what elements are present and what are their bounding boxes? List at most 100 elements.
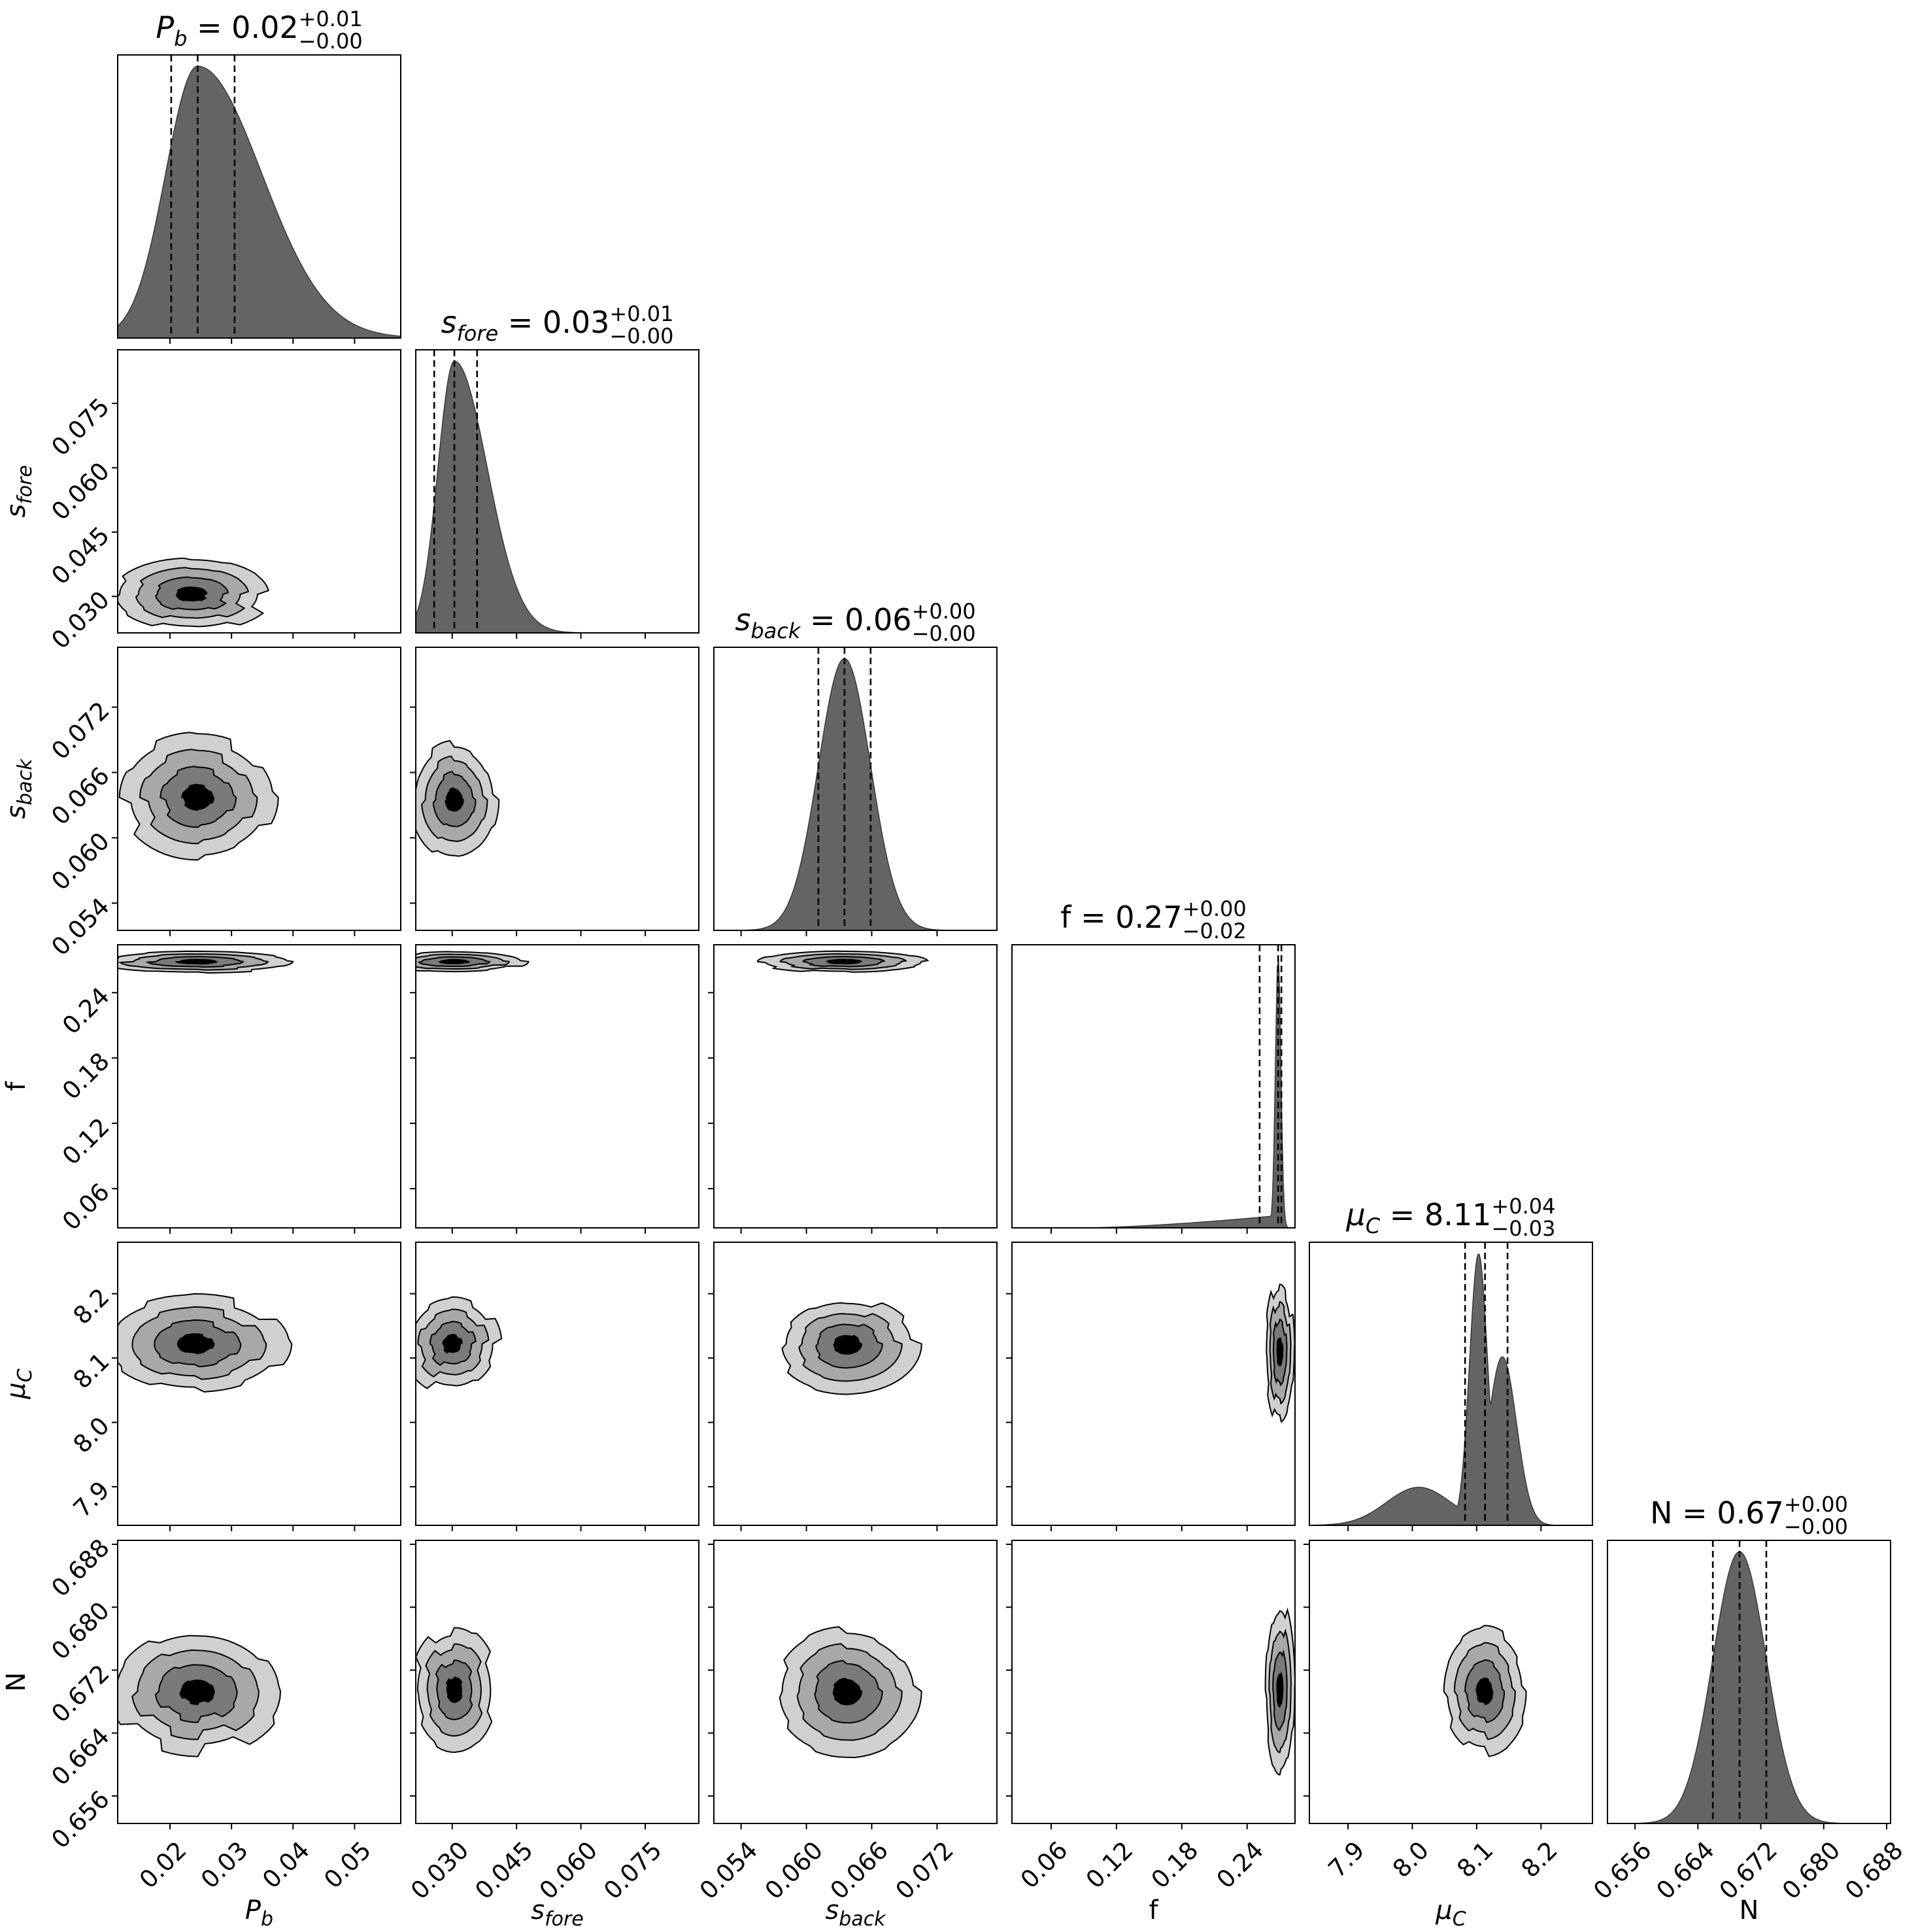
contour-panel-sback-muC (781, 1302, 922, 1395)
y-tick-label-f: 0.18 (57, 1047, 115, 1106)
axis-label-f: f (1149, 1895, 1158, 1925)
panel-title-Pb: Pb = 0.02+0.01 (156, 7, 362, 51)
title-symbol: N (1650, 1495, 1672, 1531)
axis-label-symbol: f (1149, 1895, 1158, 1925)
title-err-plus: +0.00 (1784, 1492, 1848, 1517)
title-subscript: back (750, 619, 801, 643)
contour-level-4 (438, 958, 470, 964)
panel-title-err-minus-muC: −0.03 (1491, 1216, 1555, 1241)
y-tick-label-sfore: 0.075 (46, 392, 114, 461)
y-tick-label-sback: 0.066 (46, 762, 114, 830)
title-symbol: P (156, 10, 174, 45)
panel-frame-sfore-muC (415, 1242, 699, 1526)
hist-panel-N (1607, 1540, 1891, 1824)
panel-frame-sfore-sback (415, 647, 699, 931)
y-tick-label-N: 0.656 (46, 1785, 114, 1854)
contour-panel-sfore-f (416, 951, 530, 972)
x-tick-label-N: 0.680 (1777, 1836, 1845, 1905)
x-tick-label-muC: 7.9 (1323, 1836, 1370, 1883)
panel-frame-sfore-f (415, 944, 699, 1229)
y-tick-label-sback: 0.054 (46, 892, 114, 961)
x-tick-label-Pb: 0.02 (134, 1836, 192, 1894)
title-value: = 0.03 (498, 305, 609, 340)
axis-label-sback: sback (825, 1895, 886, 1931)
axis-label-N: N (1, 1672, 31, 1692)
title-symbol: s (735, 602, 750, 637)
x-tick-label-sfore: 0.045 (469, 1836, 538, 1905)
contour-panel-Pb-muC (118, 1293, 293, 1393)
title-symbol: μ (1346, 1197, 1366, 1232)
axis-label-f: f (1, 1081, 31, 1091)
x-tick-label-sback: 0.072 (890, 1836, 959, 1905)
panel-title-err-minus-Pb: −0.00 (299, 29, 363, 54)
hist-f (1012, 958, 1295, 1229)
axis-label-symbol: μ (1435, 1895, 1452, 1925)
x-tick-label-sfore: 0.060 (534, 1836, 603, 1905)
panel-frame-sback-muC (713, 1242, 998, 1526)
panel-title-N: N = 0.67+0.00 (1650, 1492, 1848, 1531)
y-tick-label-muC: 7.9 (68, 1476, 115, 1523)
y-tick-label-f: 0.24 (57, 982, 115, 1040)
y-tick-label-muC: 8.0 (68, 1412, 115, 1459)
contour-panel-f-muC (1266, 1283, 1295, 1423)
title-subscript: C (1366, 1213, 1381, 1238)
contour-level-4 (446, 1676, 463, 1703)
panel-title-err-minus-sback: −0.00 (912, 621, 976, 646)
x-tick-label-N: 0.672 (1714, 1836, 1783, 1905)
panel-frame-muC-N (1309, 1540, 1593, 1824)
title-value: = 0.02 (187, 10, 298, 45)
contour-level-4 (832, 1678, 863, 1706)
y-tick-label-sfore: 0.030 (46, 586, 114, 654)
panel-title-err-minus-N: −0.00 (1784, 1514, 1848, 1539)
x-tick-label-N: 0.688 (1840, 1836, 1908, 1905)
panel-frame-Pb-muC (117, 1242, 401, 1526)
y-tick-label-sfore: 0.045 (46, 521, 114, 590)
title-err-plus: +0.01 (299, 7, 363, 31)
title-symbol: f (1060, 900, 1072, 935)
axis-label-symbol: s (1, 805, 31, 819)
x-tick-label-sfore: 0.075 (598, 1836, 667, 1905)
contour-panel-sback-N (779, 1626, 922, 1759)
x-tick-label-N: 0.664 (1651, 1836, 1720, 1905)
axis-label-symbol: s (1, 504, 31, 518)
panel-frame-diag-N (1607, 1540, 1891, 1824)
axis-label-subscript: back (839, 1908, 886, 1931)
y-tick-label-N: 0.688 (46, 1533, 114, 1602)
hist-Pb (117, 65, 401, 339)
y-tick-label-f: 0.12 (57, 1113, 115, 1171)
y-tick-label-N: 0.672 (46, 1659, 114, 1728)
axis-label-N: N (1740, 1895, 1759, 1925)
title-err-plus: +0.00 (912, 599, 976, 624)
contour-panel-Pb-N (118, 1635, 282, 1757)
title-value: = 0.27 (1071, 900, 1182, 935)
x-tick-label-Pb: 0.05 (318, 1836, 377, 1894)
x-tick-label-muC: 8.1 (1451, 1836, 1498, 1883)
x-tick-label-f: 0.24 (1211, 1836, 1270, 1894)
panel-frame-sfore-N (415, 1540, 699, 1824)
hist-N (1607, 1551, 1891, 1824)
x-tick-label-sfore: 0.030 (405, 1836, 474, 1905)
contour-level-4 (442, 1334, 463, 1354)
x-tick-label-f: 0.18 (1146, 1836, 1204, 1894)
axis-label-symbol: s (825, 1895, 839, 1925)
x-tick-label-Pb: 0.04 (257, 1836, 315, 1894)
y-tick-label-N: 0.680 (46, 1597, 114, 1665)
x-tick-label-muC: 8.0 (1387, 1836, 1434, 1883)
contour-panel-Pb-sback (118, 732, 279, 861)
y-tick-label-muC: 8.1 (68, 1347, 115, 1395)
contour-panel-muC-N (1443, 1625, 1527, 1757)
x-tick-label-sback: 0.054 (694, 1836, 763, 1905)
panel-title-f: f = 0.27+0.00 (1060, 896, 1246, 935)
title-err-plus: +0.04 (1491, 1194, 1555, 1219)
axis-label-symbol: s (531, 1895, 545, 1925)
hist-panel-muC (1309, 1242, 1592, 1526)
axis-label-sback: sback (1, 758, 37, 819)
contour-level-4 (1475, 1677, 1494, 1705)
axis-label-subscript: fore (545, 1908, 584, 1931)
panel-frame-Pb-sback (117, 647, 401, 931)
panel-frame-sback-N (713, 1540, 998, 1824)
y-tick-label-f: 0.06 (57, 1178, 115, 1236)
panel-frame-Pb-N (117, 1540, 401, 1824)
x-tick-label-sback: 0.066 (825, 1836, 894, 1905)
